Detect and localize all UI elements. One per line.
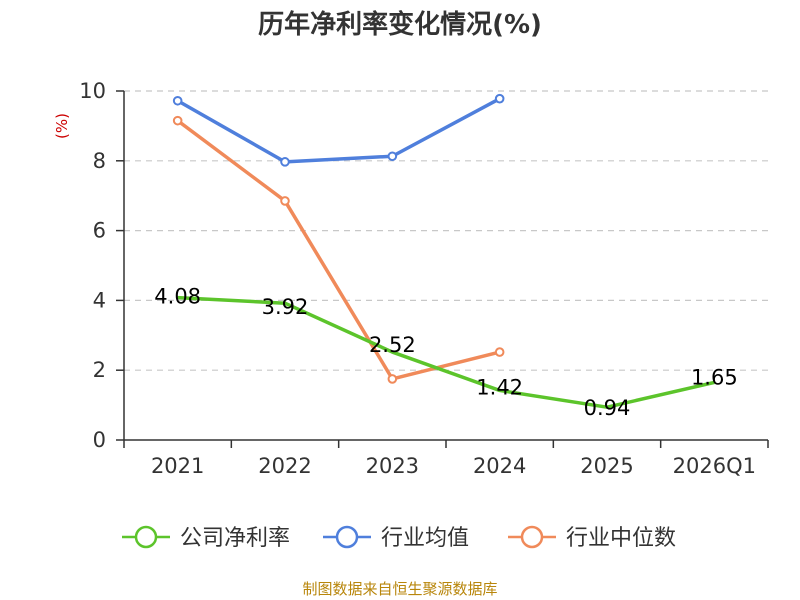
data-label: 0.94 <box>584 396 631 420</box>
legend-item-1[interactable]: 行业均值 <box>323 525 469 551</box>
data-point <box>280 196 290 206</box>
data-point <box>387 374 398 384</box>
data-point <box>280 157 290 167</box>
legend-item-0[interactable]: 公司净利率 <box>122 525 290 551</box>
data-point <box>172 95 183 106</box>
series-line-2 <box>176 119 501 381</box>
legend-marker <box>134 525 158 549</box>
x-tick-label: 2025 <box>580 454 633 478</box>
legend-label: 行业中位数 <box>566 526 676 551</box>
y-axis-label: (%) <box>53 113 71 139</box>
series-line-1 <box>176 97 501 164</box>
data-label: 1.65 <box>691 365 738 389</box>
y-tick-label: 10 <box>79 79 106 103</box>
data-labels: 4.08 3.92 2.52 1.42 0.94 1.65 <box>154 285 737 421</box>
data-point <box>494 347 505 357</box>
y-tick-label: 0 <box>93 428 106 452</box>
grid-lines <box>124 90 768 371</box>
y-tick-label: 6 <box>93 219 106 243</box>
legend-marker <box>335 525 359 549</box>
chart-title: 历年净利率变化情况(%) <box>258 9 542 40</box>
data-label: 1.42 <box>476 375 523 399</box>
legend-marker <box>520 525 544 549</box>
series <box>172 93 715 409</box>
x-tick-label: 2026Q1 <box>673 454 756 478</box>
x-tick-label: 2021 <box>151 454 204 478</box>
data-label: 4.08 <box>154 285 201 309</box>
legend-label: 行业均值 <box>381 526 469 551</box>
legend[interactable]: 公司净利率 行业均值 行业中位数 <box>122 525 676 551</box>
legend-label: 公司净利率 <box>180 526 290 551</box>
axes: 0 2 4 6 8 10 2021 2022 2023 2024 2025 2026Q1 <box>79 79 769 478</box>
data-point <box>387 151 398 162</box>
legend-item-2[interactable]: 行业中位数 <box>508 525 676 551</box>
data-label: 2.52 <box>369 333 416 357</box>
y-tick-label: 2 <box>93 358 106 382</box>
y-tick-label: 8 <box>93 149 106 173</box>
data-point <box>494 93 505 104</box>
series-line-0 <box>177 295 715 409</box>
x-tick-label: 2022 <box>258 454 311 478</box>
source-note: 制图数据来自恒生聚源数据库 <box>302 580 497 598</box>
x-tick-label: 2024 <box>473 454 526 478</box>
data-point <box>172 115 183 126</box>
y-tick-label: 4 <box>93 288 106 312</box>
x-tick-label: 2023 <box>366 454 419 478</box>
data-label: 3.92 <box>262 295 309 319</box>
